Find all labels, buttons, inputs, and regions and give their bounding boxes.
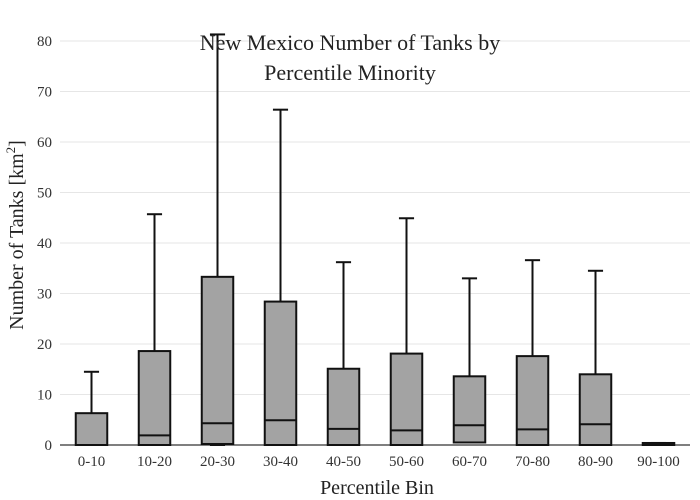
y-tick-label-10: 10 <box>37 388 52 404</box>
y-tick-label-30: 30 <box>37 287 52 303</box>
iqr-box <box>326 367 361 446</box>
iqr-box <box>263 300 298 446</box>
x-tick-label-30-40: 30-40 <box>263 454 298 470</box>
x-tick-label-40-50: 40-50 <box>326 454 361 470</box>
y-axis-title-close: ] <box>6 140 28 147</box>
iqr-box <box>74 412 109 446</box>
x-tick-label-20-30: 20-30 <box>200 454 235 470</box>
box-20-30 <box>200 33 235 446</box>
x-axis-ticks: 0-10 10-20 20-30 30-40 40-50 50-60 60-70 70-80 8… <box>78 454 680 470</box>
box-30-40 <box>263 108 298 446</box>
y-tick-label-80: 80 <box>37 34 52 50</box>
box-0-10 <box>74 370 109 446</box>
iqr-box <box>578 373 613 446</box>
box-50-60 <box>389 217 424 446</box>
box-60-70 <box>452 277 487 444</box>
box-40-50 <box>326 261 361 446</box>
box-10-20 <box>137 213 172 447</box>
iqr-box <box>137 350 172 447</box>
iqr-box <box>200 275 235 445</box>
chart-title-line-2: Percentile Minority <box>264 60 436 85</box>
y-axis-title-main: Number of Tanks [km <box>6 153 28 330</box>
chart-title-line-1: New Mexico Number of Tanks by <box>200 30 501 55</box>
y-tick-label-40: 40 <box>37 236 52 252</box>
box-80-90 <box>578 269 613 446</box>
x-tick-label-10-20: 10-20 <box>137 454 172 470</box>
box-90-100 <box>641 441 676 447</box>
box-70-80 <box>515 259 550 446</box>
x-tick-label-60-70: 60-70 <box>452 454 487 470</box>
x-axis-title: Percentile Bin <box>320 477 434 499</box>
y-tick-label-0: 0 <box>45 438 53 454</box>
y-axis-title: Number of Tanks [km2] <box>3 140 28 330</box>
x-tick-label-50-60: 50-60 <box>389 454 424 470</box>
y-axis-title-superscript: 2 <box>3 147 18 154</box>
box-plot-series <box>74 33 676 447</box>
x-tick-label-80-90: 80-90 <box>578 454 613 470</box>
iqr-box <box>452 375 487 444</box>
x-tick-label-90-100: 90-100 <box>637 454 680 470</box>
y-tick-label-50: 50 <box>37 186 52 202</box>
y-tick-label-70: 70 <box>37 85 52 101</box>
y-tick-label-20: 20 <box>37 337 52 353</box>
iqr-box <box>515 355 550 446</box>
y-axis-ticks: 0 10 20 30 40 50 60 70 80 <box>37 34 52 454</box>
x-tick-label-0-10: 0-10 <box>78 454 106 470</box>
y-tick-label-60: 60 <box>37 135 52 151</box>
x-tick-label-70-80: 70-80 <box>515 454 550 470</box>
